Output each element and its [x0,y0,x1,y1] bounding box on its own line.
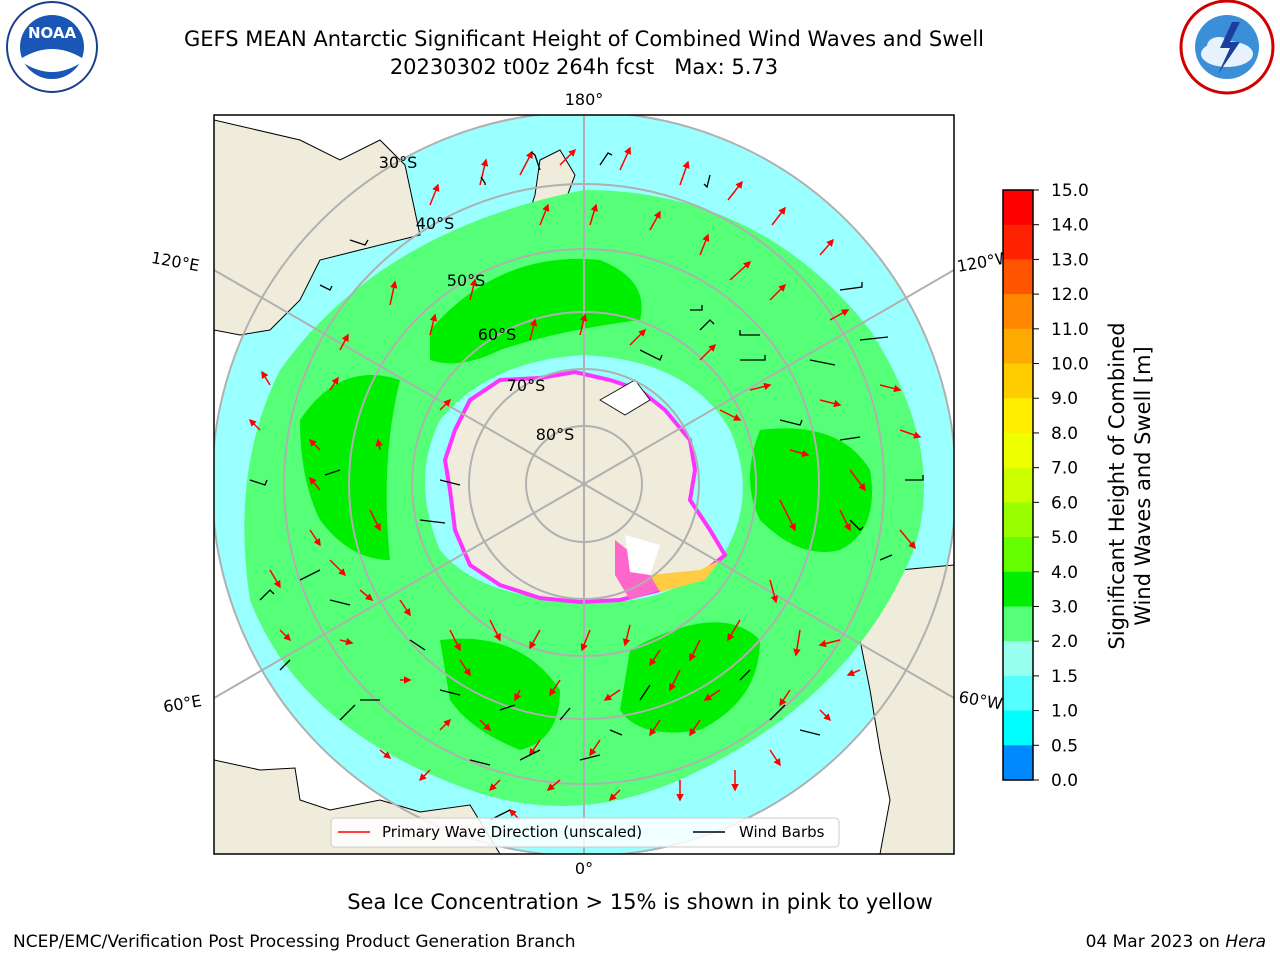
map-legend: Primary Wave Direction (unscaled) Wind B… [330,817,840,848]
colorbar-segment [1003,641,1033,677]
colorbar-segment [1003,328,1033,365]
lat-label: 70°S [507,376,546,395]
footer-machine: Hera [1225,932,1266,952]
colorbar-segment [1003,571,1033,607]
wave-arrows [248,146,922,821]
colorbar-tick-label: 5.0 [1051,528,1078,548]
lat-label: 40°S [416,214,455,233]
colorbar-segment [1003,467,1033,503]
colorbar-tick-label: 9.0 [1051,389,1078,409]
colorbar-tick-label: 13.0 [1051,250,1089,270]
footer-branch: NCEP/EMC/Verification Post Processing Pr… [13,932,576,952]
colorbar-tick-label: 12.0 [1051,285,1089,305]
colorbar-tick-label: 14.0 [1051,216,1089,236]
colorbar-tick-label: 10.0 [1051,355,1089,375]
nws-logo [1179,0,1275,95]
colorbar-segment [1003,398,1033,434]
colorbar-segment [1003,363,1033,399]
colorbar-tick-label: 15.0 [1051,181,1089,201]
meridians [214,115,954,854]
colorbar-tick-label: 8.0 [1051,424,1078,444]
colorbar-segment [1003,606,1033,642]
footer-date: 04 Mar 2023 on Hera [1086,932,1266,952]
colorbar-segment [1003,745,1033,781]
colorbar-label-line1: Significant Height of Combined [1105,322,1129,649]
lon-label-lower-right: 60°W [957,687,1004,713]
colorbar-tick-label: 7.0 [1051,459,1078,479]
colorbar-frame [1002,189,1034,781]
colorbar-tick-label: 0.0 [1051,771,1078,791]
colorbar-tick-label: 3.0 [1051,597,1078,617]
colorbar-segment [1003,502,1033,538]
map-area: 30°S 40°S 50°S 60°S 70°S 80°S Primary Wa… [213,114,955,855]
wind-barbs [249,151,924,821]
legend-primary-wave: Primary Wave Direction (unscaled) [382,823,642,841]
lat-label: 60°S [478,325,517,344]
lon-label-lower-left: 60°E [162,691,203,716]
svg-text:NOAA: NOAA [28,24,77,42]
colorbar-segment [1003,259,1033,295]
lon-label-bottom: 0° [575,859,593,878]
colorbar-tick-label: 0.5 [1051,736,1078,756]
colorbar-tick-label: 6.0 [1051,493,1078,513]
lat-label: 30°S [379,153,418,172]
colorbar: 15.0 14.0 13.0 12.0 11.0 10.0 9.0 8.0 7.0 6.0 5.0 4… [1002,181,1089,791]
colorbar-segment [1003,224,1033,260]
colorbar-segment [1003,190,1033,226]
colorbar-segment [1003,294,1033,330]
lat-label: 80°S [536,425,575,444]
colorbar-segment [1003,675,1033,712]
lat-label: 50°S [447,271,486,290]
colorbar-tick-label: 1.0 [1051,702,1078,722]
colorbar-segment [1003,537,1033,573]
chart-title: GEFS MEAN Antarctic Significant Height o… [183,27,985,51]
colorbar-tick-label: 1.5 [1051,667,1078,687]
sea-ice-caption: Sea Ice Concentration > 15% is shown in … [347,890,933,914]
lon-label-top: 180° [565,90,604,109]
colorbar-tick-label: 11.0 [1051,320,1089,340]
colorbar-label-line2: Wind Waves and Swell [m] [1131,346,1155,626]
chart-subtitle: 20230302 t00z 264h fcst Max: 5.73 [389,55,779,79]
colorbar-segment [1003,710,1033,746]
footer-date-text: 04 Mar 2023 on [1085,932,1226,952]
colorbar-tick-label: 4.0 [1051,563,1078,583]
noaa-logo: NOAA [6,1,98,93]
colorbar-tick-label: 2.0 [1051,632,1078,652]
colorbar-segment [1003,432,1033,469]
lon-label-upper-left: 120°E [150,248,201,275]
legend-wind-barbs: Wind Barbs [739,823,825,841]
